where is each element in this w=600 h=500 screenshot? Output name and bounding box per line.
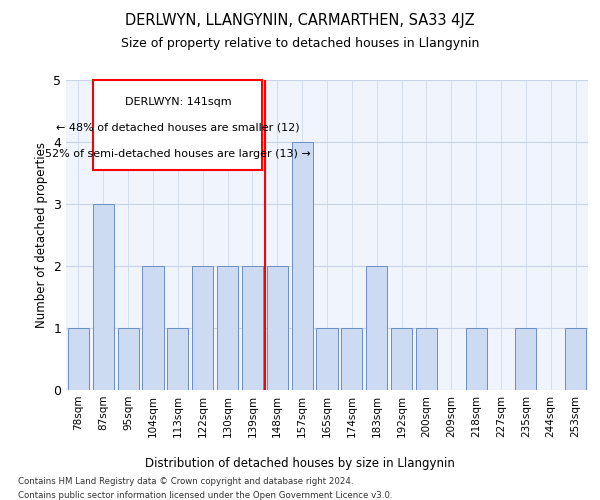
Bar (341, 328, 362, 390)
Bar (192, 266, 213, 390)
Bar (466, 328, 487, 390)
Bar (316, 328, 338, 390)
Text: Distribution of detached houses by size in Llangynin: Distribution of detached houses by size … (145, 458, 455, 470)
Bar (217, 266, 238, 390)
Bar (267, 266, 288, 390)
Bar (93, 204, 114, 390)
Text: Contains HM Land Registry data © Crown copyright and database right 2024.: Contains HM Land Registry data © Crown c… (18, 478, 353, 486)
Text: DERLWYN: 141sqm: DERLWYN: 141sqm (125, 96, 231, 106)
Text: DERLWYN, LLANGYNIN, CARMARTHEN, SA33 4JZ: DERLWYN, LLANGYNIN, CARMARTHEN, SA33 4JZ (125, 12, 475, 28)
Bar (416, 328, 437, 390)
Bar (292, 142, 313, 390)
Bar (242, 266, 263, 390)
Bar (366, 266, 387, 390)
Bar (167, 328, 188, 390)
Text: ← 48% of detached houses are smaller (12): ← 48% of detached houses are smaller (12… (56, 122, 299, 132)
FancyBboxPatch shape (94, 80, 262, 170)
Bar (391, 328, 412, 390)
Text: Contains public sector information licensed under the Open Government Licence v3: Contains public sector information licen… (18, 491, 392, 500)
Text: 52% of semi-detached houses are larger (13) →: 52% of semi-detached houses are larger (… (45, 148, 311, 158)
Bar (68, 328, 89, 390)
Bar (515, 328, 536, 390)
Y-axis label: Number of detached properties: Number of detached properties (35, 142, 47, 328)
Text: Size of property relative to detached houses in Llangynin: Size of property relative to detached ho… (121, 38, 479, 51)
Bar (565, 328, 586, 390)
Bar (118, 328, 139, 390)
Bar (142, 266, 164, 390)
